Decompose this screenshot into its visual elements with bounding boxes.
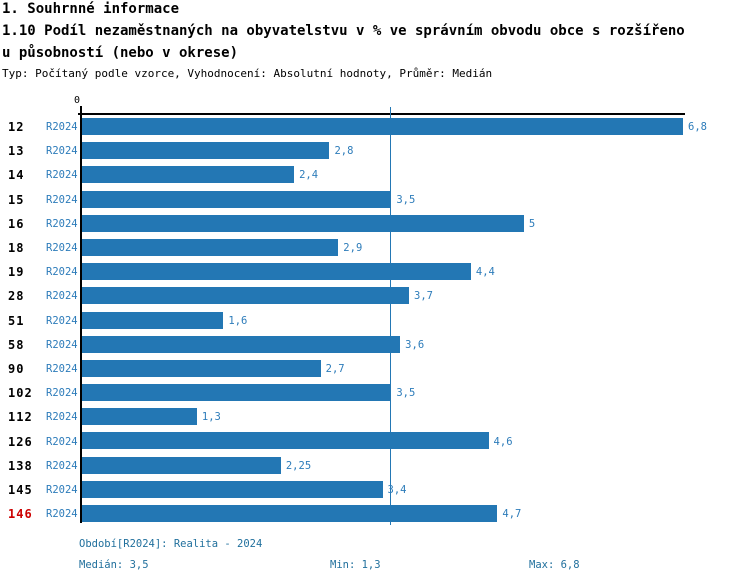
bar-chart: 0 12 R2024 6,8 13 R2024 2,8 14 R2024 2,4 15 R2024 3… [0, 95, 750, 535]
row-category-label: 15 [8, 192, 25, 207]
chart-row: 90 R2024 2,7 [0, 357, 750, 381]
bar[interactable] [82, 214, 524, 232]
row-series-label: R2024 [46, 169, 78, 182]
bar[interactable] [82, 505, 498, 522]
bar[interactable] [82, 118, 683, 135]
row-series-label: R2024 [46, 242, 78, 255]
row-series-label: R2024 [46, 411, 78, 424]
median-stat: Medián: 3,5 [79, 559, 149, 571]
bar-value-label: 3,5 [396, 193, 416, 206]
indicator-meta: Typ: Počítaný podle vzorce, Vyhodnocení:… [2, 67, 493, 80]
row-category-label: 14 [8, 168, 25, 183]
row-series-label: R2024 [46, 290, 78, 303]
bar[interactable] [82, 432, 489, 450]
chart-row: 16 R2024 5 [0, 212, 750, 236]
bar[interactable] [82, 287, 409, 305]
bar-value-label: 6,8 [688, 121, 707, 134]
axis-zero-label: 0 [73, 95, 80, 106]
row-series-label: R2024 [46, 145, 78, 158]
indicator-title-line2: u působností (nebo v okrese) [2, 45, 239, 61]
row-category-label: 18 [8, 241, 25, 256]
axis-baseline [80, 106, 82, 523]
bar-value-label: 5 [528, 217, 536, 230]
chart-row: 12 R2024 6,8 [0, 115, 750, 139]
row-category-label: 146 [8, 507, 33, 522]
bar-value-label: 1,6 [228, 314, 248, 327]
row-category-label: 112 [8, 410, 33, 425]
row-category-label: 126 [8, 434, 33, 449]
row-category-label: 28 [8, 289, 25, 304]
chart-row: 145 R2024 3,4 [0, 478, 750, 502]
row-series-label: R2024 [46, 483, 78, 496]
bar-value-label: 2,7 [325, 362, 345, 375]
bar-value-label: 2,8 [334, 145, 354, 158]
row-series-label: R2024 [46, 314, 78, 327]
row-series-label: R2024 [46, 362, 78, 375]
row-series-label: R2024 [46, 459, 78, 472]
bar-value-label: 2,25 [285, 459, 312, 472]
bar[interactable] [82, 190, 392, 208]
row-series-label: R2024 [46, 193, 78, 206]
max-stat: Max: 6,8 [529, 559, 580, 571]
bar[interactable] [82, 238, 339, 256]
bar[interactable] [82, 359, 321, 377]
row-category-label: 145 [8, 482, 33, 497]
row-series-label: R2024 [46, 338, 78, 351]
bar-value-label: 3,6 [405, 338, 425, 351]
bar[interactable] [82, 142, 330, 160]
chart-row: 14 R2024 2,4 [0, 163, 750, 187]
chart-row: 15 R2024 3,5 [0, 188, 750, 212]
bar[interactable] [82, 263, 471, 281]
chart-row: 18 R2024 2,9 [0, 236, 750, 260]
bar[interactable] [82, 480, 383, 498]
row-category-label: 102 [8, 386, 33, 401]
bar-value-label: 2,9 [343, 242, 363, 255]
chart-row: 126 R2024 4,6 [0, 429, 750, 453]
row-category-label: 90 [8, 361, 25, 376]
chart-row: 112 R2024 1,3 [0, 405, 750, 429]
bar-value-label: 2,4 [299, 169, 319, 182]
bar-value-label: 4,7 [502, 508, 522, 521]
row-series-label: R2024 [46, 217, 78, 230]
bar[interactable] [82, 311, 224, 329]
chart-row: 102 R2024 3,5 [0, 381, 750, 405]
bar[interactable] [82, 384, 392, 402]
chart-row: 28 R2024 3,7 [0, 284, 750, 308]
chart-row: 13 R2024 2,8 [0, 139, 750, 163]
bar-value-label: 4,6 [493, 435, 513, 448]
row-category-label: 138 [8, 458, 33, 473]
bar[interactable] [82, 408, 197, 426]
row-category-label: 58 [8, 337, 25, 352]
bar-value-label: 4,4 [475, 266, 495, 279]
bar[interactable] [82, 335, 401, 353]
bar[interactable] [82, 166, 295, 184]
chart-row: 138 R2024 2,25 [0, 454, 750, 478]
bar-value-label: 3,7 [414, 290, 433, 303]
section-title: 1. Souhrnné informace [2, 1, 180, 17]
chart-row: 51 R2024 1,6 [0, 309, 750, 333]
bar-value-label: 1,3 [201, 411, 221, 424]
row-category-label: 13 [8, 144, 25, 159]
indicator-title-line1: 1.10 Podíl nezaměstnaných na obyvatelstv… [2, 23, 685, 39]
bar-value-label: 3,5 [396, 387, 416, 400]
axis-top-line [78, 113, 685, 115]
row-series-label: R2024 [46, 266, 78, 279]
row-series-label: R2024 [46, 435, 78, 448]
chart-row: 19 R2024 4,4 [0, 260, 750, 284]
chart-rows: 12 R2024 6,8 13 R2024 2,8 14 R2024 2,4 15 R2024 3,5… [0, 115, 750, 526]
bar-value-label: 3,4 [387, 483, 407, 496]
row-category-label: 51 [8, 313, 25, 328]
row-series-label: R2024 [46, 121, 78, 134]
min-stat: Min: 1,3 [330, 559, 381, 571]
row-series-label: R2024 [46, 387, 78, 400]
period-label: Období[R2024]: Realita - 2024 [79, 538, 263, 550]
row-series-label: R2024 [46, 508, 78, 521]
chart-row: 146 R2024 4,7 [0, 502, 750, 526]
row-category-label: 16 [8, 216, 25, 231]
row-category-label: 12 [8, 120, 25, 135]
median-line [390, 107, 391, 525]
row-category-label: 19 [8, 265, 25, 280]
chart-row: 58 R2024 3,6 [0, 333, 750, 357]
bar[interactable] [82, 456, 281, 474]
